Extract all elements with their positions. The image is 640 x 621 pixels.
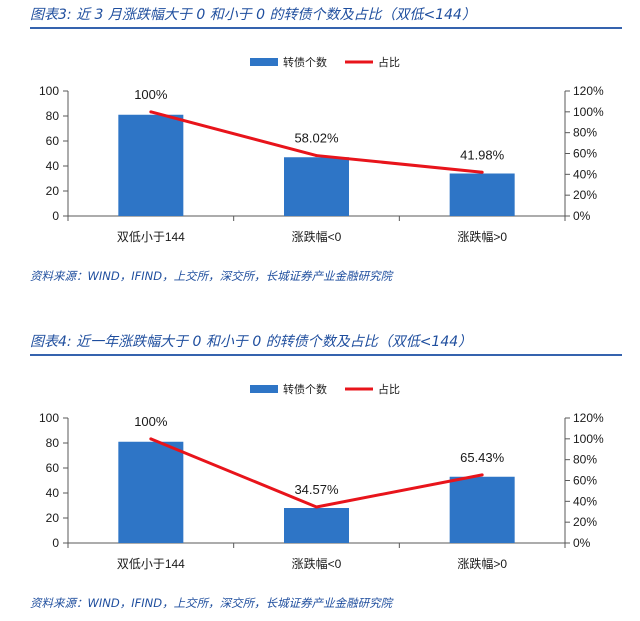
legend-label-bars: 转债个数 [283,55,327,69]
right-tick-label: 0% [573,536,591,550]
legend-bar-swatch [250,385,278,393]
bar [118,441,184,543]
bar [449,476,515,543]
category-label: 涨跌幅>0 [457,229,507,244]
right-tick-label: 80% [573,453,597,467]
right-tick-label: 120% [573,84,604,98]
left-tick-label: 0 [52,209,59,223]
category-label: 涨跌幅<0 [292,556,342,571]
category-label: 双低小于144 [117,230,185,244]
title-underline [30,27,622,29]
right-tick-label: 60% [573,147,597,161]
bar [118,114,184,216]
title-underline [30,354,622,356]
category-label: 双低小于144 [117,557,185,571]
bar [284,157,349,216]
right-tick-label: 0% [573,209,591,223]
figure-3: 图表3: 近 3 月涨跌幅大于 0 和小于 0 的转债个数及占比（双低<144）… [0,0,640,294]
right-tick-label: 60% [573,474,597,488]
combo-bar-line-chart: 转债个数 占比 0 20 40 60 80 100 0% 20% 40% 60% 80% 100% 120%… [39,382,604,571]
left-tick-label: 100 [39,84,59,98]
ratio-data-label: 100% [134,414,168,429]
figure-4: 图表4: 近一年涨跌幅大于 0 和小于 0 的转债个数及占比（双低<144） 转… [0,327,640,621]
figure-source: 资料来源：WIND，IFIND，上交所，深交所，长城证券产业金融研究院 [30,596,393,610]
bar [449,173,515,216]
right-tick-label: 20% [573,188,597,202]
figure-source: 资料来源：WIND，IFIND，上交所，深交所，长城证券产业金融研究院 [30,269,393,283]
bar [284,508,349,543]
left-tick-label: 40 [46,486,60,500]
legend-label-line: 占比 [378,382,400,396]
legend-label-bars: 转债个数 [283,382,327,396]
ratio-point [149,110,153,114]
left-tick-label: 20 [46,184,60,198]
left-tick-label: 0 [52,536,59,550]
ratio-data-label: 41.98% [460,147,505,162]
left-tick-label: 60 [46,461,60,475]
left-tick-label: 80 [46,436,60,450]
right-tick-label: 20% [573,515,597,529]
right-tick-label: 100% [573,432,604,446]
right-tick-label: 40% [573,494,597,508]
legend: 转债个数 占比 [250,382,400,396]
ratio-data-label: 58.02% [294,131,339,146]
left-tick-label: 80 [46,109,60,123]
figure-title: 图表4: 近一年涨跌幅大于 0 和小于 0 的转债个数及占比（双低<144） [30,334,473,350]
right-tick-label: 100% [573,105,604,119]
legend-label-line: 占比 [378,55,400,69]
category-label: 涨跌幅>0 [457,556,507,571]
legend-bar-swatch [250,58,278,66]
ratio-data-label: 65.43% [460,450,505,465]
ratio-point [315,154,318,158]
left-tick-label: 60 [46,134,60,148]
ratio-point [480,170,484,174]
left-tick-label: 100 [39,411,59,425]
left-tick-label: 40 [46,159,60,173]
right-tick-label: 80% [573,126,597,140]
figure-title: 图表3: 近 3 月涨跌幅大于 0 和小于 0 的转债个数及占比（双低<144） [30,7,476,23]
ratio-data-label: 34.57% [294,482,339,497]
right-tick-label: 40% [573,167,597,181]
right-tick-label: 120% [573,411,604,425]
ratio-point [149,437,153,441]
ratio-point [480,473,484,477]
left-tick-label: 20 [46,511,60,525]
ratio-point [315,505,318,509]
bar-series [118,441,515,543]
ratio-data-label: 100% [134,87,168,102]
bar-series [118,114,515,216]
combo-bar-line-chart: 转债个数 占比 0 20 40 60 80 100 0% 20% 40% 60% 80% 100% 120%… [39,55,604,244]
legend: 转债个数 占比 [250,55,400,69]
category-label: 涨跌幅<0 [292,229,342,244]
